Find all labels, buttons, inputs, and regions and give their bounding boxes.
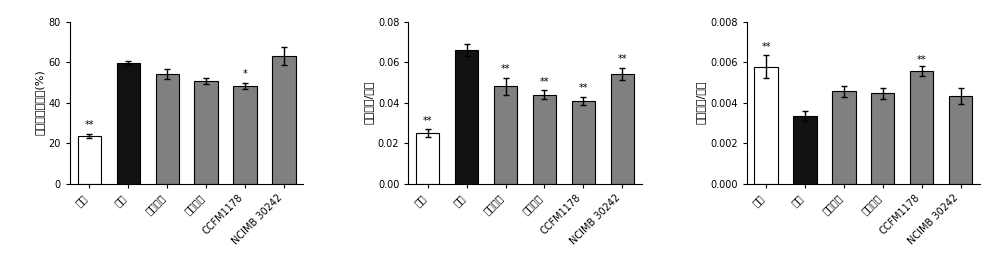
Bar bbox=[832, 92, 856, 184]
Text: **: ** bbox=[761, 42, 771, 52]
Bar bbox=[156, 74, 179, 184]
Bar bbox=[572, 100, 595, 184]
Bar bbox=[455, 50, 478, 184]
Text: **: ** bbox=[617, 54, 627, 64]
Bar bbox=[949, 96, 972, 184]
Text: **: ** bbox=[917, 55, 926, 65]
Bar bbox=[416, 133, 439, 184]
Bar bbox=[611, 74, 634, 184]
Y-axis label: 体重变化百分比(%): 体重变化百分比(%) bbox=[34, 70, 44, 136]
Text: **: ** bbox=[85, 120, 94, 130]
Y-axis label: 棕色脂肪/体重: 棕色脂肪/体重 bbox=[696, 81, 706, 124]
Text: **: ** bbox=[501, 64, 510, 74]
Bar bbox=[78, 136, 101, 184]
Bar bbox=[910, 71, 933, 184]
Text: *: * bbox=[243, 69, 247, 79]
Text: **: ** bbox=[540, 77, 549, 87]
Bar bbox=[754, 66, 778, 184]
Bar bbox=[233, 86, 257, 184]
Text: **: ** bbox=[579, 83, 588, 93]
Y-axis label: 白色脂肪/体重: 白色脂肪/体重 bbox=[364, 81, 374, 124]
Bar bbox=[871, 93, 894, 184]
Bar bbox=[793, 116, 817, 184]
Bar bbox=[117, 63, 140, 184]
Bar bbox=[494, 86, 517, 184]
Bar bbox=[533, 94, 556, 184]
Bar bbox=[194, 81, 218, 184]
Text: **: ** bbox=[423, 116, 433, 126]
Bar bbox=[272, 56, 296, 184]
